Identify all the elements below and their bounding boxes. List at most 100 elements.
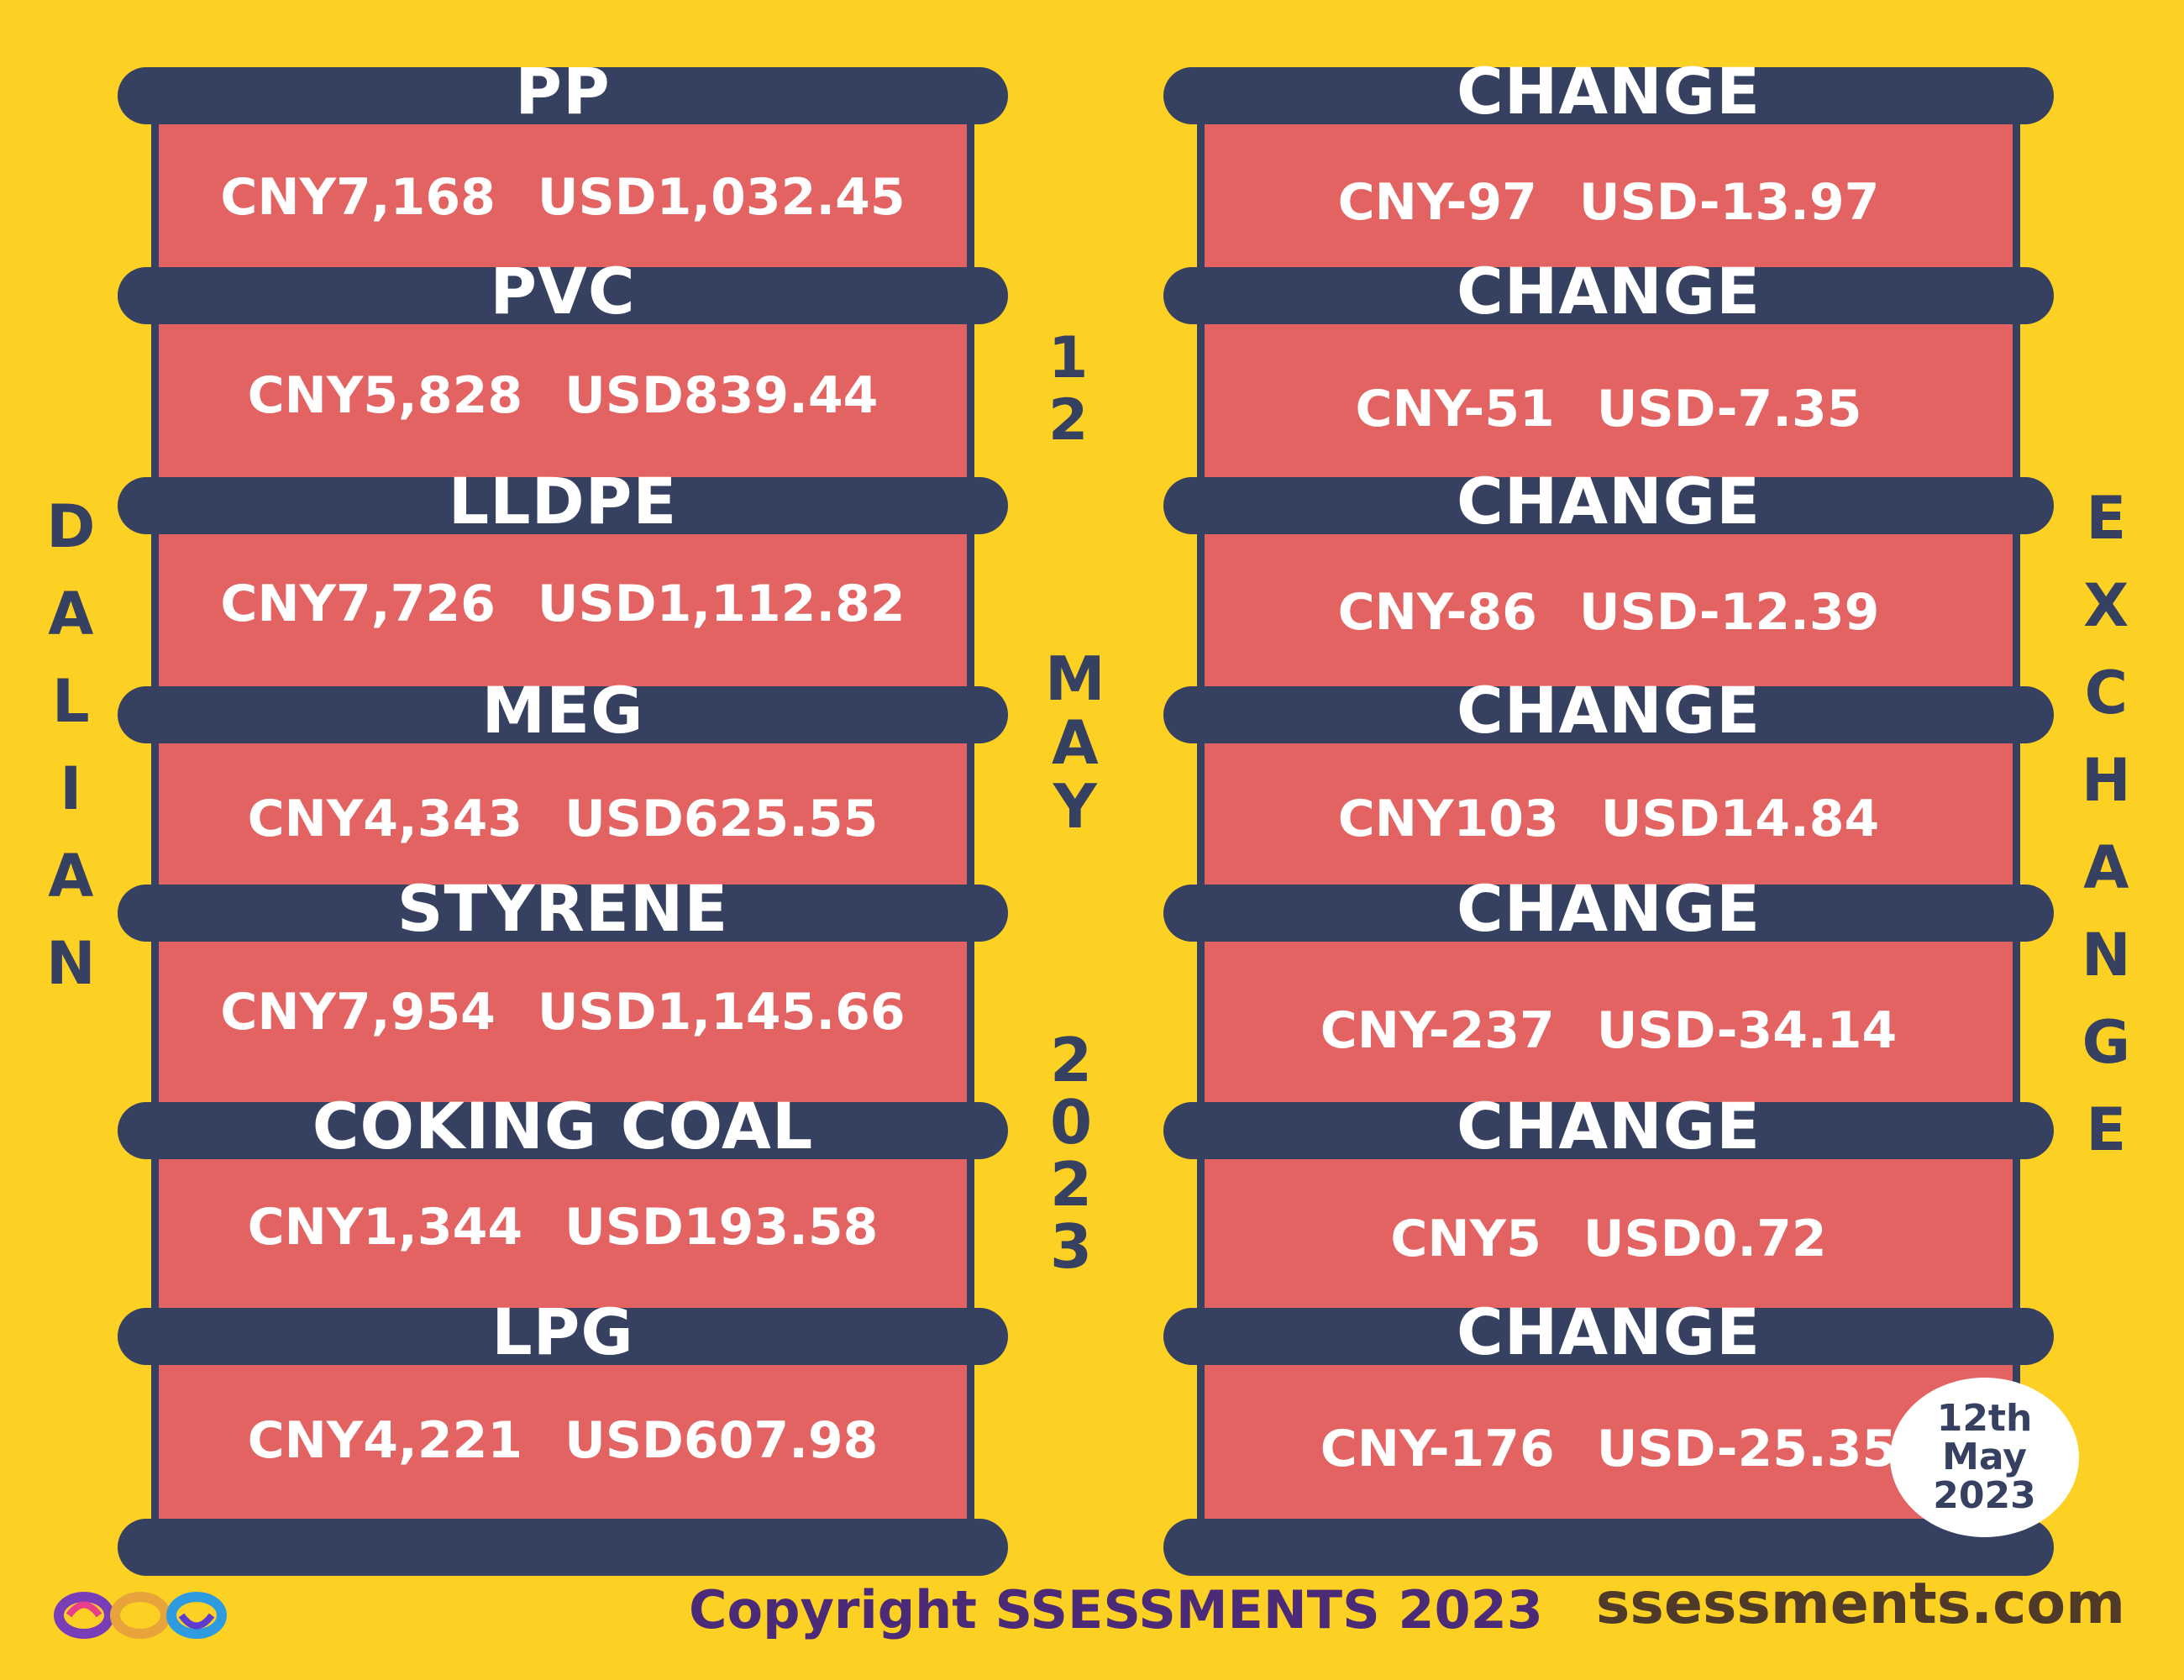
commodity-header-label: LLDPE (448, 463, 678, 538)
middle-year-letter: 0 (1050, 1087, 1093, 1158)
change-value-row: CNY5 USD0.72 (1163, 1210, 2054, 1268)
change-usd-value: USD-7.35 (1596, 380, 1862, 438)
commodity-header-bar: LPG (118, 1294, 1008, 1369)
commodity-value-row: CNY1,344 USD193.58 (118, 1198, 1008, 1257)
change-value-row: CNY-97 USD-13.97 (1163, 173, 2054, 232)
middle-year-letter: 3 (1050, 1211, 1093, 1282)
right-title-letter: E (2086, 484, 2127, 553)
commodity-header-bar: COKING COAL (118, 1089, 1008, 1163)
commodity-cny-value: CNY4,343 (247, 790, 523, 848)
commodity-usd-value: USD1,112.82 (537, 575, 906, 633)
commodity-cny-value: CNY4,221 (247, 1411, 523, 1470)
commodity-cny-value: CNY7,726 (220, 575, 496, 633)
right-title-letter: E (2086, 1095, 2127, 1164)
commodity-usd-value: USD193.58 (564, 1198, 879, 1257)
change-header-label: CHANGE (1456, 1088, 1761, 1163)
middle-day-letter: 1 (1048, 325, 1089, 391)
change-cny-value: CNY103 (1337, 790, 1559, 848)
change-header-bar: CHANGE (1163, 871, 2054, 946)
change-header-label: CHANGE (1456, 870, 1761, 946)
commodity-usd-value: USD625.55 (564, 790, 879, 848)
commodity-header-label: MEG (481, 672, 644, 748)
middle-month-letter: Y (1053, 771, 1097, 842)
left-title-letter: L (51, 667, 90, 736)
right-title-letter: H (2082, 746, 2131, 815)
right-title-letter: C (2084, 659, 2128, 727)
change-value-row: CNY-86 USD-12.39 (1163, 583, 2054, 642)
commodity-value-row: CNY4,343 USD625.55 (118, 790, 1008, 848)
change-cny-value: CNY-237 (1320, 1001, 1555, 1060)
change-cny-value: CNY5 (1390, 1210, 1541, 1268)
commodity-cny-value: CNY1,344 (247, 1198, 523, 1257)
change-header-bar: CHANGE (1163, 1089, 2054, 1163)
date-badge: 12th May 2023 (1890, 1378, 2079, 1537)
change-value-row: CNY-176 USD-25.35 (1163, 1420, 2054, 1478)
change-value-row: CNY103 USD14.84 (1163, 790, 2054, 848)
commodity-header-bar: MEG (118, 673, 1008, 748)
commodity-header-label: PVC (490, 253, 636, 328)
change-usd-value: USD0.72 (1583, 1210, 1827, 1268)
change-header-bar: CHANGE (1163, 1294, 2054, 1369)
commodity-cny-value: CNY7,168 (220, 168, 496, 227)
change-header-label: CHANGE (1456, 672, 1761, 748)
change-cny-value: CNY-97 (1337, 173, 1537, 232)
change-header-bar: CHANGE (1163, 464, 2054, 538)
copyright-text: Copyright SSESSMENTS 2023 (689, 1579, 1543, 1641)
change-cny-value: CNY-86 (1337, 583, 1537, 642)
left-title-letter: N (46, 929, 96, 998)
left-title-letter: A (48, 580, 94, 648)
change-cny-value: CNY-176 (1320, 1420, 1555, 1478)
change-header-label: CHANGE (1456, 1294, 1761, 1369)
change-header-label: CHANGE (1456, 53, 1761, 129)
date-badge-month: May (1942, 1436, 2027, 1478)
left-title-letter: I (60, 754, 82, 823)
commodity-value-row: CNY5,828 USD839.44 (118, 366, 1008, 425)
middle-day-letter: 2 (1048, 387, 1089, 454)
change-cny-value: CNY-51 (1355, 380, 1555, 438)
commodity-value-row: CNY7,954 USD1,145.66 (118, 983, 1008, 1042)
right-title-letter: G (2082, 1008, 2131, 1077)
commodity-header-bar: PP (118, 54, 1008, 129)
commodity-usd-value: USD1,145.66 (537, 983, 906, 1042)
commodity-cny-value: CNY7,954 (220, 983, 496, 1042)
commodity-usd-value: USD1,032.45 (537, 168, 906, 227)
left-title-letter: A (48, 842, 94, 911)
commodity-header-bar: STYRENE (118, 871, 1008, 946)
change-usd-value: USD14.84 (1600, 790, 1880, 848)
commodity-value-row: CNY7,168 USD1,032.45 (118, 168, 1008, 227)
middle-year-letter: 2 (1050, 1025, 1093, 1095)
change-header-bar: CHANGE (1163, 673, 2054, 748)
commodity-header-bar: PVC (118, 254, 1008, 328)
change-bottom-bar (1163, 1519, 2054, 1576)
commodity-header-label: STYRENE (396, 870, 729, 946)
commodity-header-label: COKING COAL (312, 1088, 814, 1163)
commodity-header-label: PP (515, 53, 611, 129)
change-column-body (1197, 92, 2020, 1544)
date-badge-day: 12th (1936, 1397, 2033, 1440)
change-value-row: CNY-237 USD-34.14 (1163, 1001, 2054, 1060)
left-title-letter: D (46, 492, 96, 561)
commodity-header-bar: LLDPE (118, 464, 1008, 538)
change-header-bar: CHANGE (1163, 254, 2054, 328)
infinity-loops-logo-icon (54, 1592, 227, 1639)
change-usd-value: USD-13.97 (1578, 173, 1880, 232)
commodity-bottom-bar (118, 1519, 1008, 1576)
commodity-usd-value: USD839.44 (564, 366, 879, 425)
change-usd-value: USD-25.35 (1596, 1420, 1898, 1478)
commodity-column-body (151, 92, 974, 1544)
website-link[interactable]: ssessments.com (1595, 1571, 2125, 1637)
right-title-letter: N (2082, 921, 2131, 990)
commodity-value-row: CNY7,726 USD1,112.82 (118, 575, 1008, 633)
commodity-header-label: LPG (491, 1294, 634, 1369)
change-header-label: CHANGE (1456, 253, 1761, 328)
change-usd-value: USD-12.39 (1578, 583, 1880, 642)
middle-year-letter: 2 (1050, 1149, 1093, 1220)
change-header-bar: CHANGE (1163, 54, 2054, 129)
commodity-cny-value: CNY5,828 (247, 366, 523, 425)
date-badge-year: 2023 (1933, 1474, 2036, 1517)
